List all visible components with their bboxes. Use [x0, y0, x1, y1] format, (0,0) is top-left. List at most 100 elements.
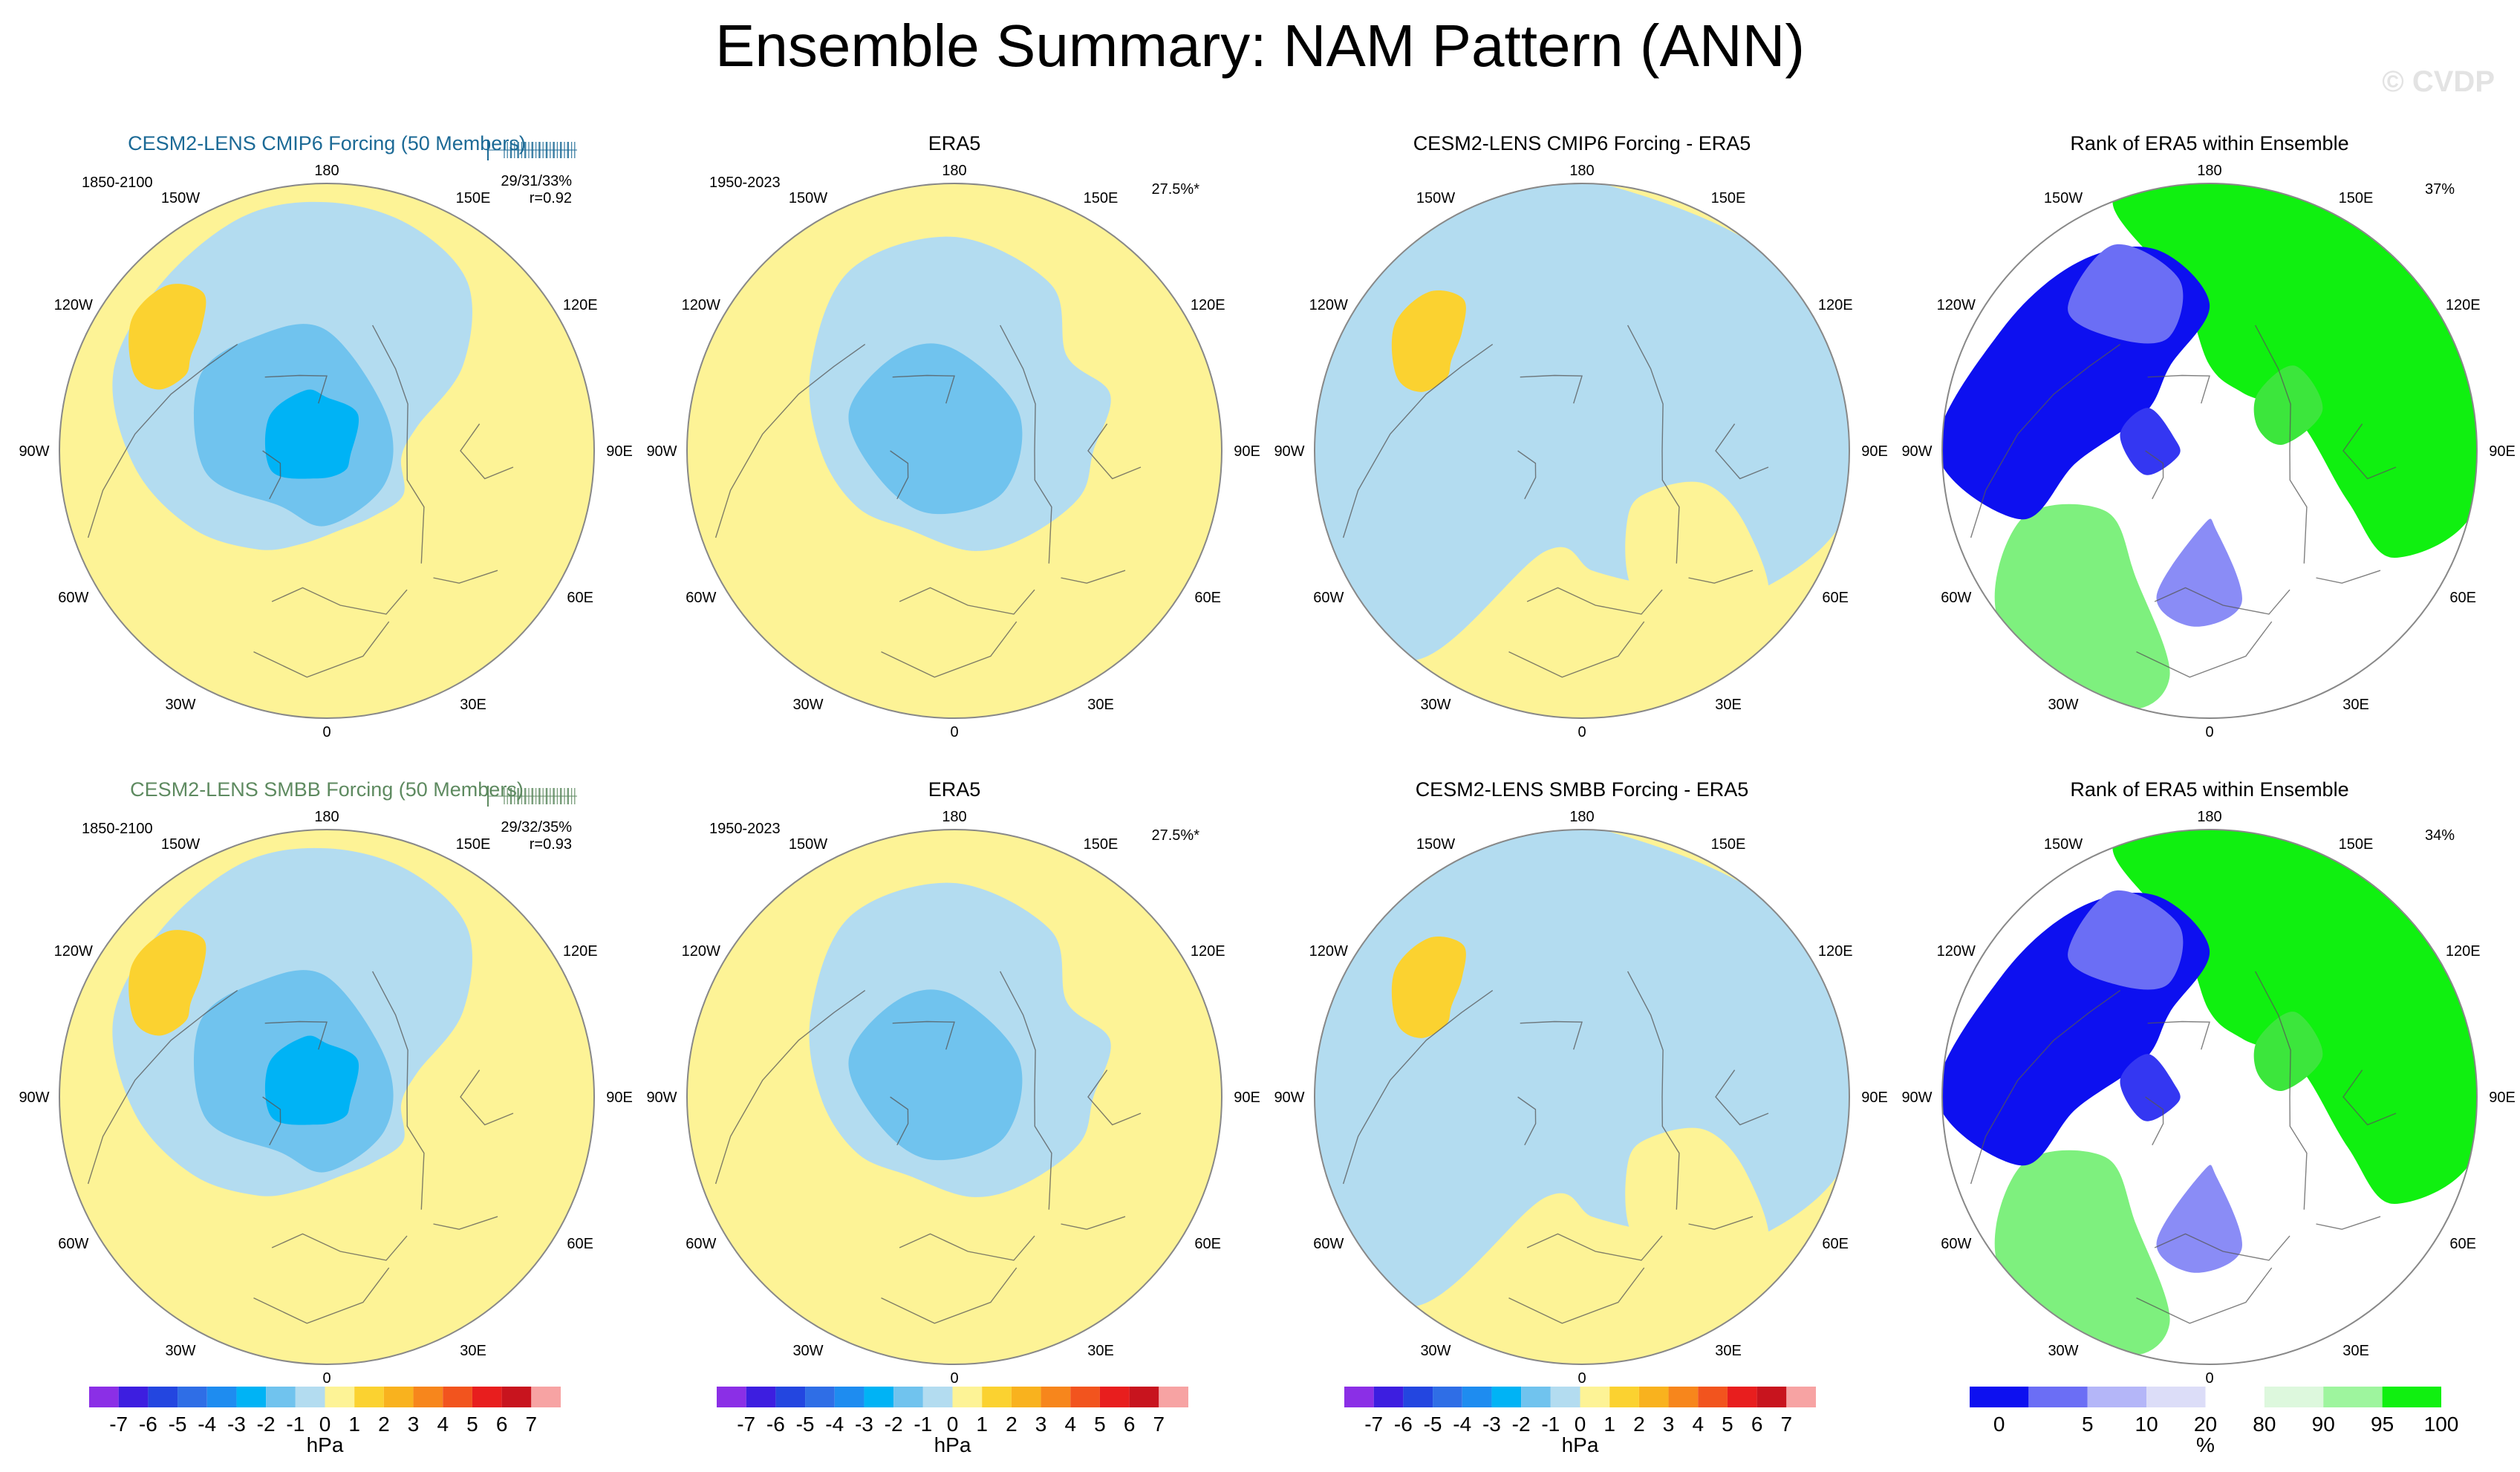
longitude-label: 150E — [456, 836, 491, 853]
colorbar-swatch — [1609, 1387, 1639, 1407]
coastline — [433, 570, 498, 584]
longitude-label: 0 — [2205, 724, 2213, 740]
colorbar-swatch — [952, 1387, 983, 1407]
colorbar-tick-label: 4 — [1692, 1413, 1704, 1436]
colorbar-swatch — [1698, 1387, 1728, 1407]
coastline — [2254, 971, 2308, 1210]
colorbar-tick-label: 2 — [1006, 1413, 1018, 1436]
longitude-label: 120W — [54, 943, 93, 960]
colorbar-tick-label: 3 — [1035, 1413, 1047, 1436]
colorbar-tick-label: 1 — [1604, 1413, 1615, 1436]
longitude-label: 90E — [1861, 443, 1888, 460]
period-label: 1850-2100 — [82, 175, 153, 191]
colorbar-tick-label: 80 — [2253, 1413, 2276, 1436]
colorbar-swatch — [1344, 1387, 1374, 1407]
coastline — [262, 1096, 281, 1146]
coastline — [2154, 1233, 2291, 1261]
rank-pacific-lavender — [2068, 244, 2184, 344]
colorbar-swatch — [775, 1387, 806, 1407]
colorbar-tick-label: -4 — [1453, 1413, 1471, 1436]
variance-percent: 34% — [2425, 827, 2455, 844]
colorbar-unit: % — [2196, 1433, 2215, 1456]
longitude-label: 180 — [314, 809, 339, 825]
longitude-label: 90W — [1274, 443, 1304, 460]
longitude-label: 90E — [606, 1090, 633, 1106]
pattern-correlation: r=0.93 — [530, 836, 572, 853]
longitude-label: 120E — [1191, 297, 1225, 313]
longitude-label: 150W — [789, 190, 827, 206]
longitude-label: 90W — [19, 1090, 49, 1106]
colorbar-swatch — [805, 1387, 835, 1407]
longitude-label: 0 — [950, 1370, 958, 1387]
map-border — [59, 183, 595, 719]
colorbar-unit: hPa — [934, 1433, 971, 1456]
longitude-label: 150W — [2044, 190, 2083, 206]
colorbar-unit: hPa — [307, 1433, 344, 1456]
colorbar-swatch — [1727, 1387, 1757, 1407]
colorbar-tick-label: 6 — [1124, 1413, 1136, 1436]
map-fields — [59, 830, 594, 1364]
longitude-label: 60E — [2449, 1236, 2476, 1252]
coastline — [2145, 1096, 2164, 1146]
longitude-label: 30W — [2048, 1343, 2078, 1359]
colorbar-tick-label: -4 — [825, 1413, 844, 1436]
coastline — [253, 621, 390, 678]
coastline — [1688, 1216, 1754, 1230]
map-panel: 180 150E 120E 90E 60E 30E 0 30W 60W 90W 120W 150W CE… — [19, 778, 632, 1387]
coastline — [1715, 1069, 1769, 1126]
longitude-label: 90W — [1901, 1090, 1932, 1106]
ensemble-stats: 29/32/35% — [501, 819, 572, 836]
map-panel: 180 150E 120E 90E 60E 30E 0 30W 60W 90W 120W 150W CE… — [1274, 132, 1887, 740]
coastline — [1970, 990, 2121, 1185]
longitude-label: 150E — [1711, 836, 1746, 853]
colorbar-tick-label: -5 — [169, 1413, 187, 1436]
cvdp-watermark: © CVDP — [2382, 65, 2495, 98]
colorbar-tick-label: 6 — [496, 1413, 508, 1436]
longitude-label: 120W — [682, 943, 720, 960]
coastline — [460, 423, 514, 480]
longitude-label: 30W — [1420, 697, 1451, 713]
colorbar-tick-label: 2 — [378, 1413, 390, 1436]
coastline — [1520, 1020, 1583, 1050]
map-fields — [687, 830, 1222, 1364]
colorbar-tick-label: -2 — [257, 1413, 276, 1436]
variance-percent: 27.5%* — [1152, 181, 1200, 198]
panel-title: ERA5 — [928, 778, 981, 801]
longitude-label: 150W — [2044, 836, 2083, 853]
longitude-label: 30W — [792, 1343, 823, 1359]
longitude-label: 30W — [165, 697, 195, 713]
colorbar-tick-label: 7 — [1781, 1413, 1793, 1436]
coastline — [999, 971, 1052, 1210]
colorbar-swatch — [922, 1387, 953, 1407]
map-panel: 180 150E 120E 90E 60E 30E 0 30W 60W 90W 120W 150W ER… — [646, 132, 1260, 740]
coastline — [881, 621, 1018, 678]
longitude-label: 60W — [1313, 1236, 1344, 1252]
longitude-label: 90E — [2489, 1090, 2516, 1106]
colorbar-swatch — [325, 1387, 355, 1407]
colorbar-tick-label: 0 — [319, 1413, 331, 1436]
coastline — [460, 1069, 514, 1126]
core-negative-region — [264, 1035, 359, 1125]
map-border — [686, 829, 1222, 1365]
longitude-label: 150W — [161, 190, 200, 206]
colorbar-swatch — [893, 1387, 923, 1407]
colorbar-swatch — [1638, 1387, 1669, 1407]
longitude-label: 150E — [2339, 836, 2374, 853]
longitude-label: 30W — [2048, 697, 2078, 713]
longitude-label: 30E — [2342, 1343, 2369, 1359]
difference-positive-region — [1625, 1127, 1769, 1278]
colorbar-tick-label: 1 — [348, 1413, 360, 1436]
colorbar-swatch — [2323, 1387, 2383, 1407]
colorbar-swatch — [531, 1387, 561, 1407]
coastline — [264, 1020, 328, 1050]
colorbar-swatch — [1011, 1387, 1041, 1407]
colorbar-tick-label: 2 — [1633, 1413, 1645, 1436]
colorbar-swatch — [89, 1387, 119, 1407]
map-panel: 180 150E 120E 90E 60E 30E 0 30W 60W 90W 120W 150W CE… — [19, 132, 632, 740]
longitude-label: 180 — [314, 163, 339, 179]
coastline — [2147, 1020, 2210, 1050]
colorbar-tick-label: -1 — [286, 1413, 305, 1436]
coastline — [890, 1096, 909, 1146]
map-fields — [1315, 183, 1849, 718]
coastline — [999, 325, 1052, 564]
